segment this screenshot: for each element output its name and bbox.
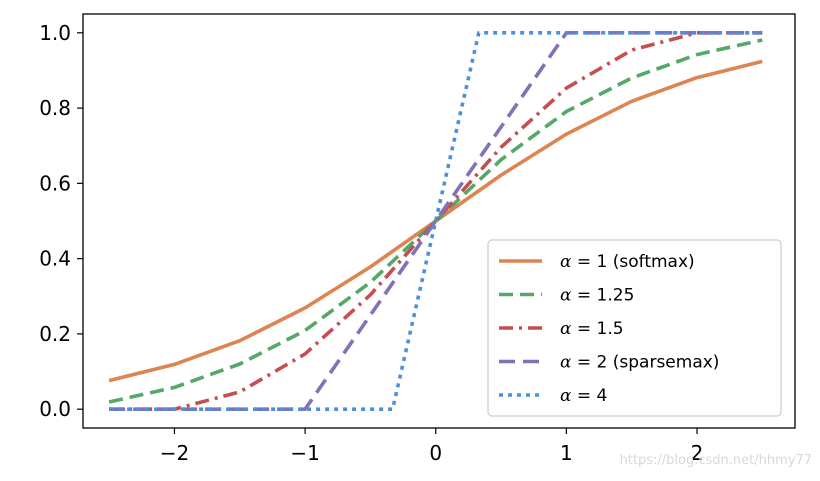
legend-label-1: α = 1 (softmax) — [560, 252, 695, 272]
y-tick-label: 0.0 — [39, 397, 71, 421]
legend-alpha-symbol: α — [560, 286, 572, 306]
x-tick-label: −2 — [160, 441, 189, 465]
legend-label-text: = 1 (softmax) — [571, 252, 694, 272]
legend-label-text: = 4 — [571, 386, 607, 406]
legend-label-4: α = 2 (sparsemax) — [560, 353, 719, 373]
legend-label-3: α = 1.5 — [560, 319, 624, 339]
legend-label-2: α = 1.25 — [560, 286, 634, 306]
y-tick-label: 0.4 — [39, 247, 71, 271]
legend-label-text: = 1.5 — [571, 319, 623, 339]
legend-label-text: = 2 (sparsemax) — [571, 353, 719, 373]
series-line-5 — [109, 30, 763, 412]
legend-label-5: α = 4 — [560, 386, 607, 406]
y-tick-label: 0.8 — [39, 96, 71, 120]
legend-label-text: = 1.25 — [571, 286, 634, 306]
axes-frame — [82, 13, 796, 429]
legend-alpha-symbol: α — [560, 353, 572, 373]
y-tick-label: 1.0 — [39, 21, 71, 45]
legend-alpha-symbol: α — [560, 386, 572, 406]
legend-alpha-symbol: α — [560, 319, 572, 339]
series-line-2 — [108, 38, 763, 404]
y-tick-label: 0.2 — [39, 322, 71, 346]
legend-box — [487, 239, 782, 417]
x-tick-label: 1 — [560, 441, 573, 465]
y-tick-label: 0.6 — [39, 171, 71, 195]
x-tick-label: 2 — [691, 441, 704, 465]
series-line-3 — [109, 30, 763, 412]
watermark: https://blog.csdn.net/hhmy77 — [619, 453, 812, 468]
x-tick-label: 0 — [429, 441, 442, 465]
x-tick-label: −1 — [290, 441, 319, 465]
legend-alpha-symbol: α — [560, 252, 572, 272]
